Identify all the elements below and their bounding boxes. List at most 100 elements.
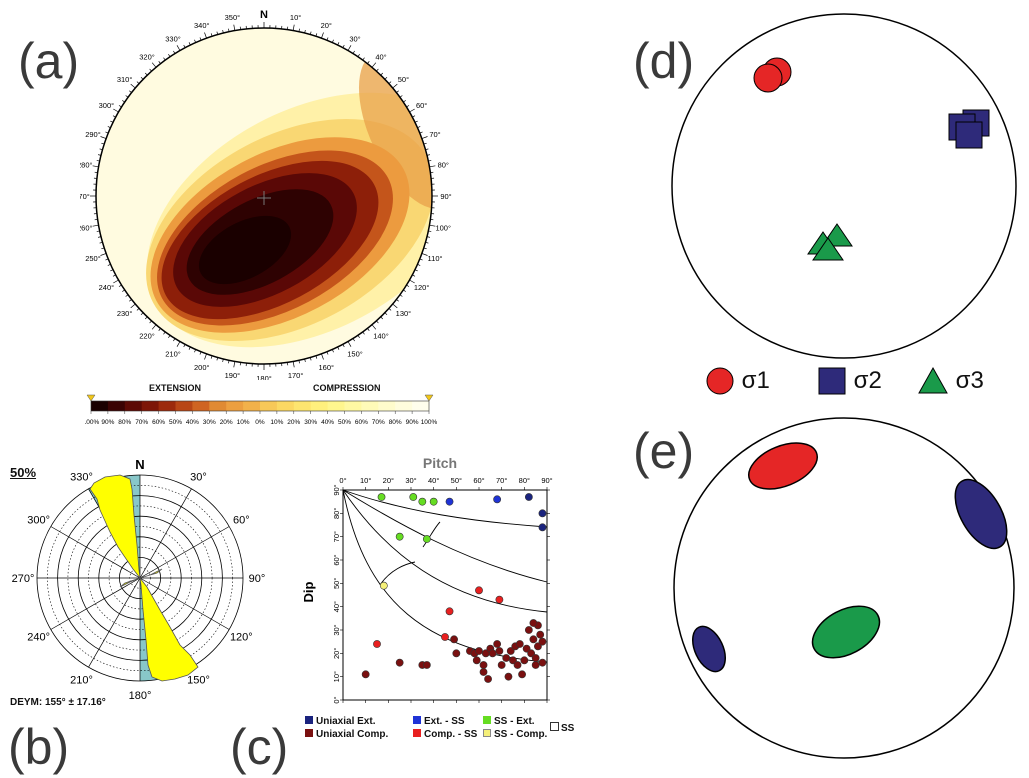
colorbar-tick-label: 60% xyxy=(152,419,165,426)
colorbar-tick-label: 0% xyxy=(255,419,265,426)
colorbar-compression-title: COMPRESSION xyxy=(313,383,381,393)
legend-sigma3: σ3 xyxy=(917,366,984,396)
data-point xyxy=(493,640,502,648)
colorbar-swatch xyxy=(327,401,345,411)
azimuth-label: 250° xyxy=(85,254,101,263)
azimuth-label: 50° xyxy=(398,75,409,84)
data-point xyxy=(484,675,492,683)
data-point xyxy=(538,658,547,667)
data-point xyxy=(495,595,504,604)
colorbar-tick-label: 80% xyxy=(389,419,402,426)
x-tick-label: 70° xyxy=(496,476,507,485)
azimuth-label: 330° xyxy=(165,34,181,43)
data-point xyxy=(538,509,547,518)
panel-a-colorbar: EXTENSION COMPRESSION 100%90%80%70%60%50… xyxy=(85,383,437,433)
panel-c-legend: Uniaxial Ext. Ext. - SS SS - Ext. Uniaxi… xyxy=(305,716,595,746)
x-tick-label: 20° xyxy=(383,476,394,485)
data-point xyxy=(520,656,529,665)
x-tick-label: 10° xyxy=(360,476,371,485)
y-tick-label: 20° xyxy=(332,648,341,659)
legend-item-uniaxial-comp: Uniaxial Comp. xyxy=(305,729,388,740)
azimuth-label: 110° xyxy=(428,254,443,263)
data-point xyxy=(479,668,488,676)
colorbar-swatch xyxy=(395,401,413,411)
data-point xyxy=(409,493,418,501)
colorbar-swatch xyxy=(412,401,430,411)
data-point xyxy=(524,626,533,634)
colorbar-right-marker xyxy=(424,394,434,402)
colorbar-tick-label: 40% xyxy=(186,419,199,426)
data-point xyxy=(522,644,531,653)
x-tick-label: 60° xyxy=(473,476,484,485)
y-tick-label: 80° xyxy=(332,508,341,519)
azimuth-label: 350° xyxy=(225,13,241,22)
colorbar-swatch xyxy=(141,401,160,411)
legend-item-uniaxial-ext: Uniaxial Ext. xyxy=(305,716,375,727)
colorbar-tick-label: 70% xyxy=(135,419,148,426)
rose-petals xyxy=(89,474,199,682)
colorbar-tick-label: 50% xyxy=(169,419,182,426)
panel-a-stereonet: 10° 20° 30° 40° 50° 60° 70° 80° 90° 100° 110° 120° 1… xyxy=(80,9,452,380)
azimuth-label: 230° xyxy=(117,309,133,318)
panel-e-stereonet xyxy=(673,417,1015,759)
chart-ylabel: Dip xyxy=(301,581,316,602)
data-point xyxy=(475,647,483,655)
colorbar-tick-label: 100% xyxy=(421,419,437,426)
legend-item-ss-comp: SS - Comp. xyxy=(483,729,547,740)
colorbar-swatch xyxy=(361,401,379,411)
azimuth-label: 320° xyxy=(139,53,155,62)
sigma3-marker xyxy=(812,237,844,261)
panel-b-footer: DEYM: 155° ± 17.16° xyxy=(10,697,106,708)
data-point xyxy=(475,586,483,595)
panel-d-label: (d) xyxy=(633,33,695,89)
y-tick-label: 50° xyxy=(332,578,341,589)
colorbar-swatch xyxy=(243,401,261,411)
rose-grid xyxy=(36,474,244,682)
colorbar-tick-label: 80% xyxy=(118,419,131,426)
data-point xyxy=(536,630,545,639)
data-point xyxy=(493,495,502,504)
y-tick-label: 70° xyxy=(332,531,341,542)
colorbar-swatch xyxy=(310,401,329,411)
azimuth-label: 30° xyxy=(349,34,360,43)
colorbar-extension-title: EXTENSION xyxy=(149,383,202,393)
data-point xyxy=(534,642,542,651)
data-point xyxy=(515,640,524,648)
reference-curves xyxy=(342,489,548,663)
colorbar-tick-label: 30% xyxy=(203,419,216,426)
azimuth-label: 340° xyxy=(194,21,210,30)
azimuth-label: 310° xyxy=(117,75,133,84)
colorbar-swatch xyxy=(378,401,396,411)
azimuth-label: 80° xyxy=(438,160,449,169)
panel-a-density-field xyxy=(96,28,432,364)
data-point xyxy=(377,493,386,501)
data-point xyxy=(506,647,515,655)
azimuth-label: 240° xyxy=(99,283,115,292)
legend-item-ss: SS xyxy=(550,722,574,734)
colorbar-swatch xyxy=(158,401,176,411)
colorbar-swatch xyxy=(124,401,143,411)
legend-item-comp-ss: Comp. - SS xyxy=(413,729,477,740)
sigma2-confidence-ellipse xyxy=(954,478,1008,550)
azimuth-label: 40° xyxy=(375,53,386,62)
colorbar-left-marker xyxy=(86,394,96,402)
y-tick-label: 10° xyxy=(332,671,341,682)
data-point xyxy=(488,649,497,658)
rose-angle-label: 270° xyxy=(12,573,35,585)
colorbar-swatch xyxy=(293,401,312,411)
colorbar-tick-label: 50% xyxy=(338,419,351,426)
colorbar-tick-label: 10% xyxy=(237,419,250,426)
plot-frame xyxy=(342,489,548,701)
panel-c-pitch-dip-plot: Pitch Dip 0° 10° 20° 30° 40° 50° 60° 70° 80° 90°0… xyxy=(301,455,553,704)
y-tick-label: 60° xyxy=(332,554,341,565)
sigma3-confidence-ellipse xyxy=(811,605,881,659)
y-tick-label: 90° xyxy=(332,484,341,495)
data-point xyxy=(361,670,370,679)
azimuth-label: 70° xyxy=(429,130,440,139)
legend-item-ss-ext: SS - Ext. xyxy=(483,716,535,727)
azimuth-label: 60° xyxy=(416,101,427,110)
azimuth-label: 120° xyxy=(414,283,430,292)
x-tick-label: 90° xyxy=(541,476,552,485)
azimuth-label: 130° xyxy=(396,309,412,318)
x-tick-label: 50° xyxy=(451,476,462,485)
